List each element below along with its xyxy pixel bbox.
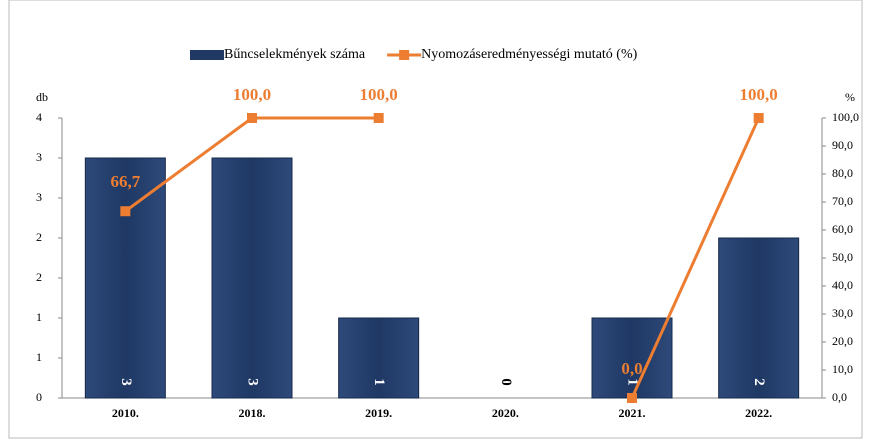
bar-value-label: 1 [625, 378, 641, 386]
y-tick-label: 0 [36, 390, 42, 404]
bar [591, 317, 673, 399]
line-marker [247, 113, 257, 123]
y2-tick-label: 80,0 [832, 166, 853, 180]
x-tick-label: 2010. [112, 406, 139, 420]
y2-tick-label: 70,0 [832, 194, 853, 208]
bar [338, 317, 420, 399]
y-tick-label: 2 [36, 270, 42, 284]
line-value-label: 66,7 [110, 172, 140, 191]
y2-axis-label: % [845, 90, 855, 104]
y2-tick-label: 10,0 [832, 362, 853, 376]
legend-swatch [399, 50, 410, 60]
y2-tick-label: 90,0 [832, 138, 853, 152]
y2-tick-label: 40,0 [832, 278, 853, 292]
legend-swatch [190, 50, 224, 60]
line-value-label: 100,0 [740, 85, 778, 104]
line-marker [753, 113, 764, 123]
line-marker [373, 113, 384, 123]
y2-tick-label: 30,0 [832, 306, 853, 320]
line-value-label: 100,0 [360, 85, 398, 104]
legend-label: Nyomozáseredményességi mutató (%) [421, 47, 637, 62]
bar [211, 157, 293, 399]
line-marker [120, 206, 131, 217]
bar [84, 157, 166, 399]
y2-tick-label: 20,0 [832, 334, 853, 348]
y-tick-label: 4 [36, 110, 42, 124]
legend-label: Bűncselekmények száma [224, 47, 366, 62]
x-tick-label: 2022. [745, 406, 772, 420]
y2-tick-label: 60,0 [832, 222, 853, 236]
x-tick-label: 2020. [492, 406, 519, 420]
bar-value-label: 3 [118, 378, 134, 386]
y2-tick-label: 100,0 [832, 110, 859, 124]
y-tick-label: 1 [36, 350, 42, 364]
y2-tick-label: 0,0 [832, 390, 847, 404]
bar-value-label: 3 [245, 378, 261, 386]
y-tick-label: 3 [36, 150, 42, 164]
line [630, 117, 761, 399]
x-tick-label: 2019. [365, 406, 392, 420]
y-tick-label: 1 [36, 310, 42, 324]
line-value-label: 100,0 [233, 85, 271, 104]
line-value-label: 0,0 [621, 359, 642, 378]
bar-value-label: 1 [371, 378, 387, 386]
y-tick-label: 2 [36, 230, 42, 244]
x-tick-label: 2018. [239, 406, 266, 420]
line-marker [627, 393, 637, 403]
bar-value-label: 2 [751, 378, 767, 386]
bar [718, 237, 800, 399]
x-tick-label: 2021. [619, 406, 646, 420]
y-tick-label: 3 [36, 190, 42, 204]
y2-tick-label: 50,0 [832, 250, 853, 264]
y-axis-label: db [36, 90, 48, 104]
bar-value-label: 0 [498, 378, 514, 386]
frame [8, 0, 863, 439]
